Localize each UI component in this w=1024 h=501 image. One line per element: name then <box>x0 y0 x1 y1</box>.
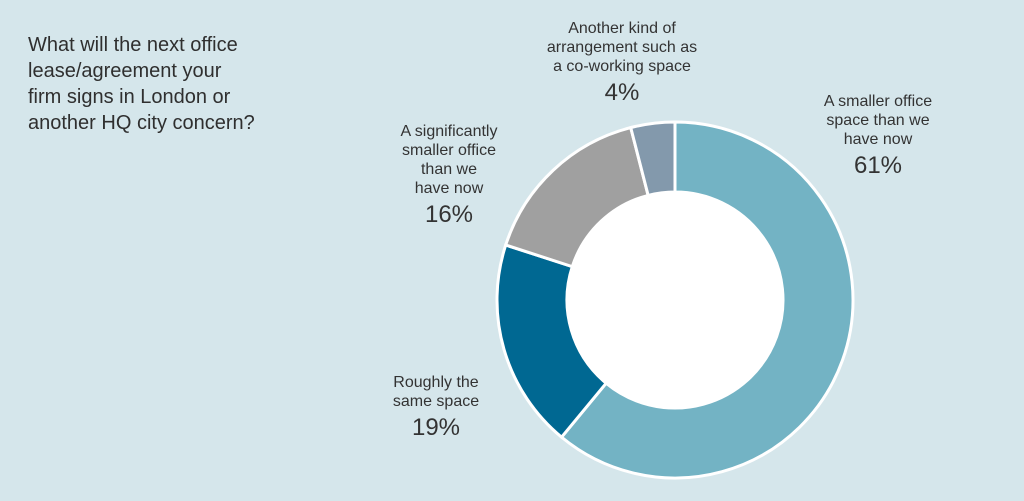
chart-title: What will the next office lease/agreemen… <box>28 32 328 136</box>
slice-label-line: same space <box>393 393 479 410</box>
slice-label-group: A significantly smaller office than we have… <box>401 123 498 228</box>
donut-labels: A smaller office space than we have now 61%… <box>393 20 932 441</box>
slice-label-line: space than we <box>826 112 929 129</box>
chart-title-line: What will the next office <box>28 34 238 56</box>
chart-title-line: firm signs in London or <box>28 86 231 108</box>
donut-slices <box>495 120 855 480</box>
slice-percentage: 19% <box>412 414 460 441</box>
slice-percentage: 61% <box>854 152 902 179</box>
slice-label-line: A smaller office <box>824 93 932 110</box>
slice-percentage: 4% <box>605 79 640 106</box>
slice-label-line: smaller office <box>402 142 496 159</box>
donut-hole <box>567 192 783 408</box>
slice-label-group: Roughly the same space 19% <box>393 374 479 441</box>
slice-label-line: Roughly the <box>393 374 478 391</box>
slice-label-line: Another kind of <box>568 20 676 37</box>
slice-label-line: have now <box>415 180 484 197</box>
slice-label-line: have now <box>844 131 913 148</box>
slice-label-line: than we <box>421 161 477 178</box>
slice-label-line: a co-working space <box>553 58 691 75</box>
chart-title-line: lease/agreement your <box>28 60 222 82</box>
slice-label-group: A smaller office space than we have now 61% <box>824 93 932 179</box>
slice-label-line: A significantly <box>401 123 498 140</box>
slice-label-line: arrangement such as <box>547 39 697 56</box>
slice-label-group: Another kind of arrangement such as a co-w… <box>547 20 697 106</box>
chart-title-line: another HQ city concern? <box>28 112 255 134</box>
slice-percentage: 16% <box>425 201 473 228</box>
